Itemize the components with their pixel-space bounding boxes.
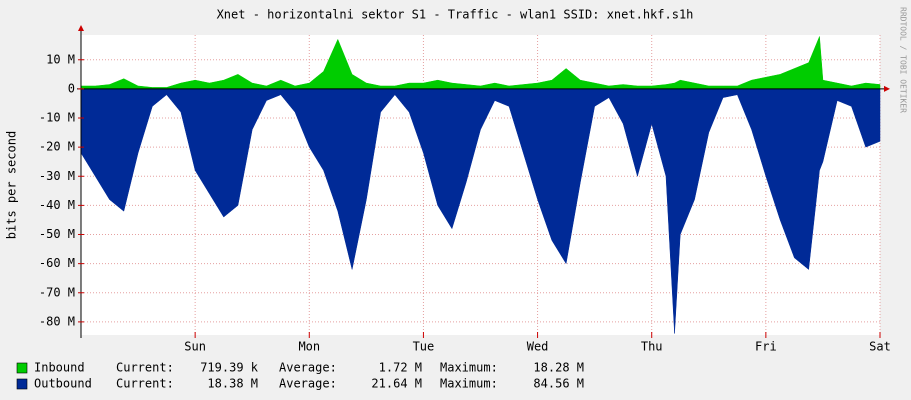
y-tick-label: 0	[68, 81, 75, 95]
legend-stat-value: 719.39 k	[200, 361, 259, 375]
y-tick-label: -70 M	[39, 285, 75, 299]
legend-swatch	[16, 362, 28, 374]
legend-stat-label: Maximum:	[440, 377, 498, 391]
x-tick-label: Tue	[413, 340, 435, 354]
legend-stat-label: Current:	[116, 361, 174, 375]
legend-label: Outbound	[34, 377, 92, 391]
y-tick-label: -10 M	[39, 111, 75, 125]
area	[80, 36, 881, 90]
area	[80, 88, 881, 334]
legend-stat-value: 1.72 M	[379, 361, 422, 375]
y-tick-label: -20 M	[39, 140, 75, 154]
x-tick-label: Thu	[641, 340, 663, 354]
x-tick-label: Sat	[869, 340, 891, 354]
y-tick-label: -30 M	[39, 169, 75, 183]
chart-title: Xnet - horizontalni sektor S1 - Traffic …	[217, 8, 694, 22]
axis-arrow	[78, 25, 84, 31]
x-tick-label: Sun	[184, 340, 206, 354]
y-tick-label: -60 M	[39, 256, 75, 270]
x-tick-label: Mon	[298, 340, 320, 354]
legend-swatch	[16, 378, 28, 390]
y-tick-label: -80 M	[39, 314, 75, 328]
y-tick-label: 10 M	[46, 52, 75, 66]
legend-stat-value: 18.38 M	[207, 377, 258, 391]
axis-arrow	[884, 85, 890, 92]
y-axis-label: bits per second	[5, 131, 19, 239]
x-tick-label: Wed	[527, 340, 549, 354]
y-tick-label: -50 M	[39, 227, 75, 241]
watermark: RRDTOOL / TOBI OETIKER	[899, 7, 908, 113]
x-tick-label: Fri	[755, 340, 777, 354]
y-tick-label: -40 M	[39, 198, 75, 212]
legend-stat-value: 84.56 M	[533, 377, 584, 391]
legend-stat-value: 18.28 M	[533, 361, 584, 375]
legend-stat-value: 21.64 M	[371, 377, 422, 391]
legend-stat-label: Current:	[116, 377, 174, 391]
legend-label: Inbound	[34, 361, 85, 375]
legend-stat-label: Average:	[279, 377, 337, 391]
legend-stat-label: Average:	[279, 361, 337, 375]
legend-stat-label: Maximum:	[440, 361, 498, 375]
